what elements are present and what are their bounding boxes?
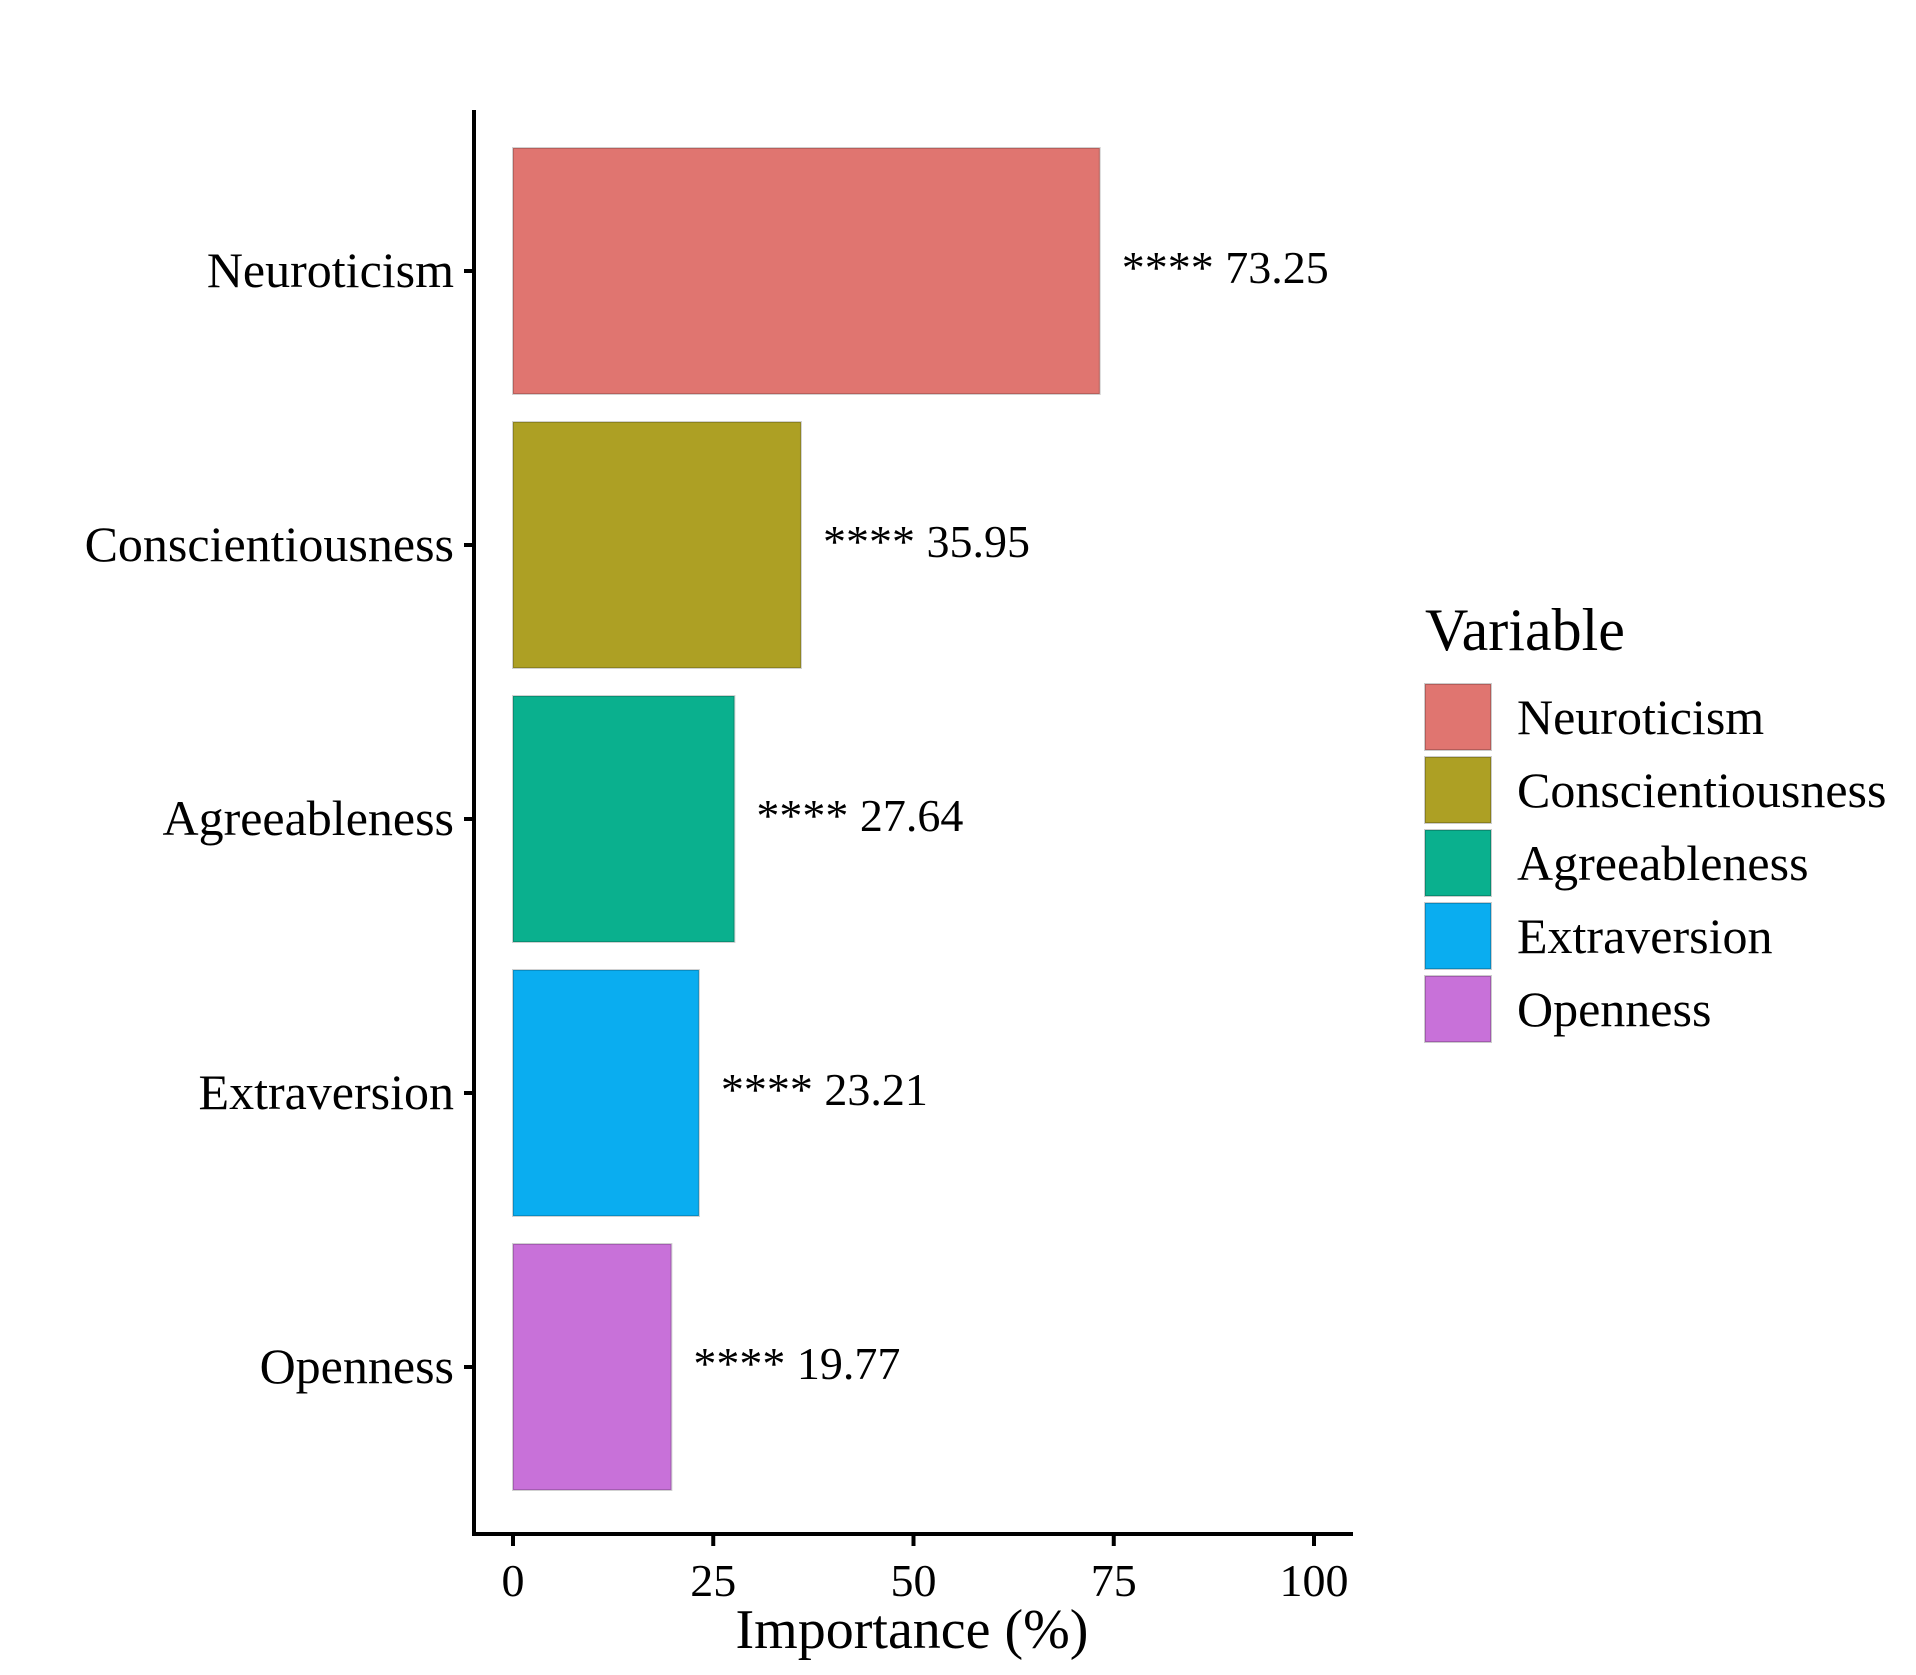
legend-label-agreeableness: Agreeableness xyxy=(1517,835,1809,891)
legend-swatch-agreeableness xyxy=(1424,829,1492,897)
category-label-extraversion: Extraversion xyxy=(199,1064,454,1120)
legend-swatch-conscientiousness xyxy=(1424,756,1492,824)
x-tick-label-75: 75 xyxy=(1091,1555,1137,1606)
category-labels: Neuroticism Conscientiousness Agreeablenes… xyxy=(85,242,474,1394)
legend-swatch-openness xyxy=(1424,975,1492,1043)
legend-swatch-neuroticism xyxy=(1424,683,1492,751)
bar-neuroticism xyxy=(512,147,1101,395)
x-tick-label-100: 100 xyxy=(1280,1555,1349,1606)
bars xyxy=(512,147,1101,1491)
legend-title: Variable xyxy=(1425,597,1625,663)
legend-label-conscientiousness: Conscientiousness xyxy=(1517,762,1886,818)
x-tick-label-50: 50 xyxy=(891,1555,937,1606)
legend-label-neuroticism: Neuroticism xyxy=(1517,689,1764,745)
x-axis-title: Importance (%) xyxy=(736,1599,1089,1661)
bar-extraversion xyxy=(512,969,700,1217)
bar-agreeableness xyxy=(512,695,736,943)
value-label-neuroticism: **** 73.25 xyxy=(1122,242,1329,293)
value-label-openness: **** 19.77 xyxy=(693,1338,900,1389)
legend-label-extraversion: Extraversion xyxy=(1517,908,1772,964)
x-ticks: 0 25 50 75 100 xyxy=(502,1534,1349,1606)
category-label-conscientiousness: Conscientiousness xyxy=(85,516,454,572)
value-label-agreeableness: **** 27.64 xyxy=(756,790,963,841)
legend: Variable Neuroticism Conscientiousness Agr… xyxy=(1424,597,1886,1043)
x-tick-label-25: 25 xyxy=(690,1555,736,1606)
legend-label-openness: Openness xyxy=(1517,981,1711,1037)
category-label-agreeableness: Agreeableness xyxy=(162,790,454,846)
bar-openness xyxy=(512,1243,673,1491)
category-label-neuroticism: Neuroticism xyxy=(207,242,454,298)
legend-items: Neuroticism Conscientiousness Agreeablenes… xyxy=(1424,683,1886,1043)
category-label-openness: Openness xyxy=(260,1338,454,1394)
legend-swatch-extraversion xyxy=(1424,902,1492,970)
x-tick-label-0: 0 xyxy=(502,1555,525,1606)
value-label-extraversion: **** 23.21 xyxy=(721,1064,928,1115)
value-label-conscientiousness: **** 35.95 xyxy=(823,516,1030,567)
value-labels: **** 73.25 **** 35.95 **** 27.64 **** 23.21… xyxy=(693,242,1328,1389)
bar-conscientiousness xyxy=(512,421,802,669)
